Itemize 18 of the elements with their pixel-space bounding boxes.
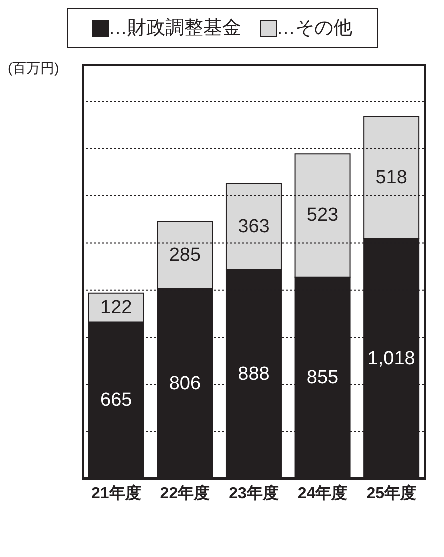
data-label: 363	[238, 216, 270, 238]
data-label: 122	[100, 297, 132, 318]
x-tick-label: 21年度	[92, 483, 142, 502]
legend-label: …その他	[276, 17, 352, 41]
x-tick-label: 23年度	[229, 483, 279, 502]
legend-label: …財政調整基金	[108, 17, 242, 41]
x-tick-label: 22年度	[160, 483, 210, 502]
x-tick-label: 24年度	[298, 483, 348, 502]
data-label: 855	[306, 368, 339, 389]
x-tick-label: 25年度	[366, 483, 416, 502]
data-label: 1,018	[368, 348, 416, 370]
data-label: 518	[376, 167, 408, 188]
data-label: 888	[238, 364, 270, 385]
data-label: 665	[100, 390, 132, 412]
data-label: 806	[169, 373, 202, 394]
data-label: 523	[306, 205, 339, 226]
data-label: 285	[169, 244, 202, 266]
y-axis-title: (百万円)	[8, 60, 60, 78]
